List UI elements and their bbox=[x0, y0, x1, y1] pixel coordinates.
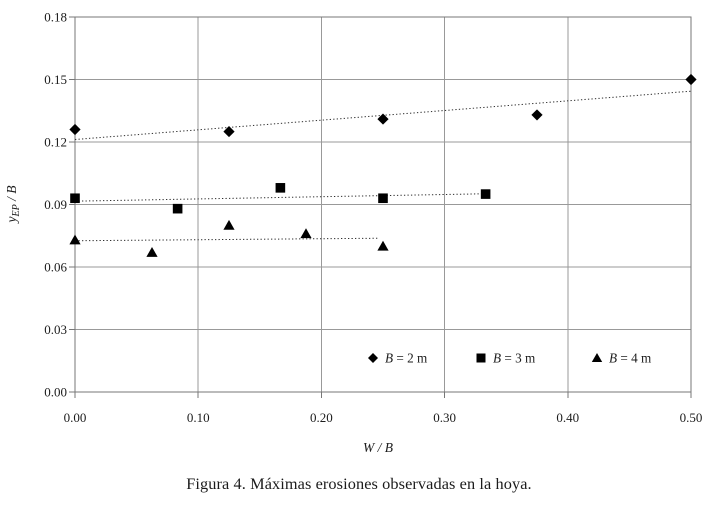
data-point-series-2-square-icon bbox=[275, 183, 286, 193]
legend-item: B = 4 m bbox=[591, 351, 652, 366]
legend-label: B = 3 m bbox=[493, 351, 536, 366]
y-tick-label: 0.15 bbox=[44, 72, 67, 87]
legend-label: B = 4 m bbox=[609, 351, 652, 366]
legend-square-icon bbox=[476, 353, 486, 363]
data-point-series-2-square-icon bbox=[172, 203, 183, 214]
data-point-series-3-triangle-icon bbox=[377, 240, 389, 251]
data-point-series-2-square-icon bbox=[70, 193, 80, 204]
y-tick-label: 0.18 bbox=[44, 10, 67, 25]
data-point-series-3-triangle-icon bbox=[223, 219, 235, 230]
scatter-chart: 0.00 0.03 0.06 0.09 0.12 0.15 0.18 0.00 0.10 0.20… bbox=[4, 9, 703, 455]
data-point-series-1-diamond-icon bbox=[377, 113, 389, 125]
data-point-series-3-triangle-icon bbox=[300, 228, 312, 239]
y-tick-label: 0.00 bbox=[44, 385, 67, 400]
y-tick-label: 0.09 bbox=[44, 197, 67, 212]
data-point-series-1-diamond-icon bbox=[685, 73, 697, 86]
trendline-series-3 bbox=[74, 237, 379, 242]
legend-triangle-icon bbox=[591, 353, 603, 362]
data-point-series-3-triangle-icon bbox=[146, 247, 158, 257]
legend-diamond-icon bbox=[368, 353, 378, 363]
x-tick-label: 0.10 bbox=[187, 410, 210, 425]
data-point-series-1-diamond-icon bbox=[223, 125, 235, 138]
figure-caption: Figura 4. Máximas erosiones observadas e… bbox=[186, 474, 532, 493]
data-point-series-1-diamond-icon bbox=[69, 123, 81, 136]
y-tick-label: 0.03 bbox=[44, 322, 67, 337]
y-tick-label: 0.06 bbox=[44, 260, 67, 275]
y-axis-title: yEP / B bbox=[4, 186, 22, 225]
x-tick-label: 0.20 bbox=[310, 410, 333, 425]
x-tick-label: 0.30 bbox=[433, 410, 456, 425]
x-axis-title: W / B bbox=[363, 440, 393, 455]
data-point-series-3-triangle-icon bbox=[69, 234, 81, 245]
data-point-series-1-diamond-icon bbox=[531, 109, 543, 121]
legend-item: B = 2 m bbox=[368, 351, 428, 366]
x-tick-label: 0.00 bbox=[64, 410, 87, 425]
data-point-series-2-square-icon bbox=[378, 193, 388, 204]
x-tick-label: 0.50 bbox=[680, 410, 703, 425]
chart-canvas: 0.00 0.03 0.06 0.09 0.12 0.15 0.18 0.00 0.10 0.20… bbox=[4, 9, 703, 455]
trendline-series-2 bbox=[74, 193, 491, 202]
x-tick-label: 0.40 bbox=[556, 410, 579, 425]
legend-label: B = 2 m bbox=[385, 351, 428, 366]
y-tick-label: 0.12 bbox=[44, 135, 67, 150]
legend-item: B = 3 m bbox=[476, 351, 536, 366]
data-point-series-2-square-icon bbox=[480, 189, 491, 199]
